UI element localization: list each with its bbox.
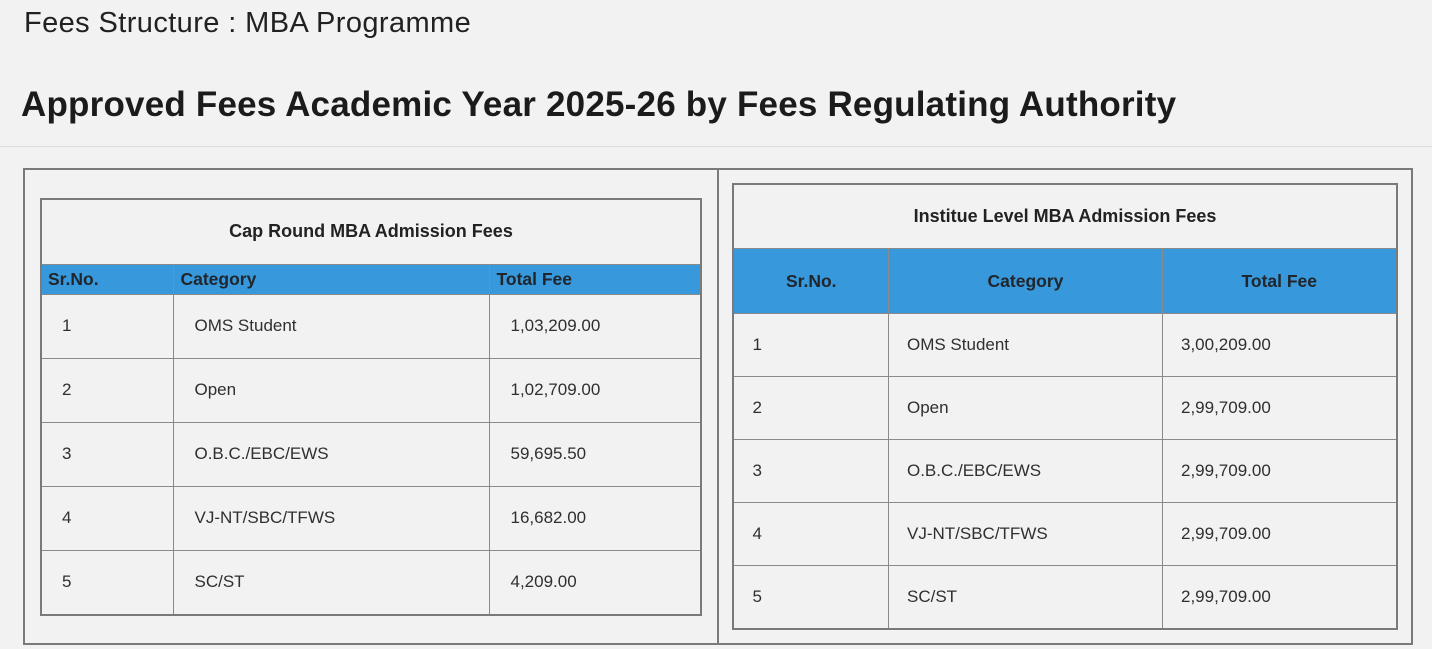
institute-level-panel-cell: Institue Level MBA Admission Fees Sr.No.…: [717, 170, 1411, 643]
total-fee-cell: 2,99,709.00: [1161, 376, 1398, 440]
sr-no-cell: 4: [40, 485, 175, 551]
table-body: 1 OMS Student 3,00,209.00 2 Open 2,99,709.00 3…: [732, 313, 1398, 630]
total-fee-cell: 2,99,709.00: [1161, 565, 1398, 630]
column-header-total-fee: Total Fee: [1161, 248, 1398, 314]
category-cell: SC/ST: [173, 549, 491, 615]
column-header-category: Category: [887, 248, 1163, 314]
table-title-row: Cap Round MBA Admission Fees: [40, 198, 702, 265]
total-fee-cell: 4,209.00: [489, 549, 702, 615]
sr-no-cell: 2: [40, 357, 175, 423]
table-row: 2 Open 2,99,709.00: [732, 376, 1398, 440]
category-cell: VJ-NT/SBC/TFWS: [887, 502, 1163, 566]
table-row: 1 OMS Student 3,00,209.00: [732, 313, 1398, 377]
category-cell: OMS Student: [173, 293, 491, 359]
institute-level-fees-table: Institue Level MBA Admission Fees Sr.No.…: [732, 183, 1398, 630]
total-fee-cell: 3,00,209.00: [1161, 313, 1398, 377]
table-row: 5 SC/ST 2,99,709.00: [732, 565, 1398, 630]
column-header-sr-no: Sr.No.: [732, 248, 889, 314]
sr-no-cell: 5: [732, 565, 889, 630]
table-title: Institue Level MBA Admission Fees: [732, 183, 1398, 249]
total-fee-cell: 1,03,209.00: [489, 293, 702, 359]
sr-no-cell: 1: [732, 313, 889, 377]
total-fee-cell: 2,99,709.00: [1161, 502, 1398, 566]
divider: [0, 146, 1432, 147]
table-row: 4 VJ-NT/SBC/TFWS 2,99,709.00: [732, 502, 1398, 566]
sr-no-cell: 2: [732, 376, 889, 440]
total-fee-cell: 2,99,709.00: [1161, 439, 1398, 503]
table-row: 3 O.B.C./EBC/EWS 59,695.50: [40, 421, 702, 487]
category-cell: OMS Student: [887, 313, 1163, 377]
column-header-total-fee: Total Fee: [489, 263, 702, 295]
sr-no-cell: 4: [732, 502, 889, 566]
page-heading: Approved Fees Academic Year 2025-26 by F…: [21, 85, 1177, 124]
total-fee-cell: 59,695.50: [489, 421, 702, 487]
page-title: Fees Structure : MBA Programme: [24, 7, 472, 39]
table-body: 1 OMS Student 1,03,209.00 2 Open 1,02,709.00 3…: [40, 293, 702, 615]
cap-round-fees-table: Cap Round MBA Admission Fees Sr.No. Cate…: [39, 197, 702, 616]
column-header-sr-no: Sr.No.: [40, 263, 175, 295]
sr-no-cell: 3: [732, 439, 889, 503]
table-header-row: Sr.No. Category Total Fee: [40, 263, 702, 295]
total-fee-cell: 16,682.00: [489, 485, 702, 551]
fees-panel: Cap Round MBA Admission Fees Sr.No. Cate…: [23, 168, 1413, 645]
sr-no-cell: 5: [40, 549, 175, 615]
total-fee-cell: 1,02,709.00: [489, 357, 702, 423]
category-cell: O.B.C./EBC/EWS: [173, 421, 491, 487]
category-cell: Open: [887, 376, 1163, 440]
table-title: Cap Round MBA Admission Fees: [40, 198, 702, 265]
column-header-category: Category: [173, 263, 491, 295]
table-row: 1 OMS Student 1,03,209.00: [40, 293, 702, 359]
category-cell: SC/ST: [887, 565, 1163, 630]
table-header-row: Sr.No. Category Total Fee: [732, 248, 1398, 314]
category-cell: O.B.C./EBC/EWS: [887, 439, 1163, 503]
sr-no-cell: 1: [40, 293, 175, 359]
category-cell: Open: [173, 357, 491, 423]
sr-no-cell: 3: [40, 421, 175, 487]
category-cell: VJ-NT/SBC/TFWS: [173, 485, 491, 551]
cap-round-panel-cell: Cap Round MBA Admission Fees Sr.No. Cate…: [25, 170, 717, 643]
table-row: 5 SC/ST 4,209.00: [40, 549, 702, 615]
table-title-row: Institue Level MBA Admission Fees: [732, 183, 1398, 249]
table-row: 3 O.B.C./EBC/EWS 2,99,709.00: [732, 439, 1398, 503]
table-row: 4 VJ-NT/SBC/TFWS 16,682.00: [40, 485, 702, 551]
table-row: 2 Open 1,02,709.00: [40, 357, 702, 423]
